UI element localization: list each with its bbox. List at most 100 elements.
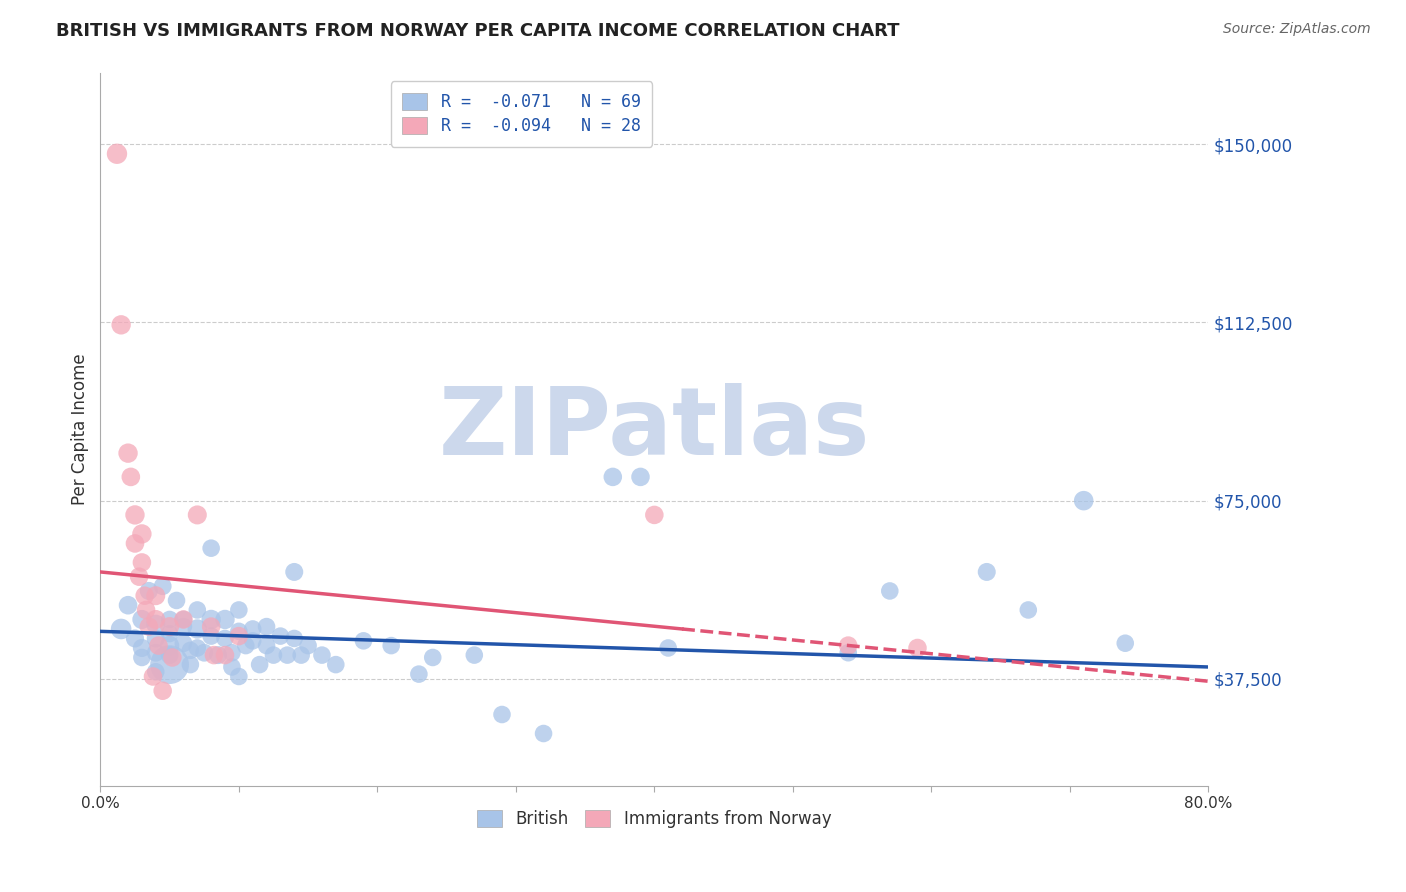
- Point: [353, 633, 375, 648]
- Point: [166, 593, 188, 607]
- Point: [256, 639, 278, 653]
- Point: [120, 470, 142, 484]
- Point: [186, 640, 208, 655]
- Point: [193, 646, 215, 660]
- Point: [408, 667, 430, 681]
- Point: [131, 612, 153, 626]
- Point: [228, 669, 250, 683]
- Point: [124, 536, 146, 550]
- Point: [533, 726, 555, 740]
- Point: [228, 603, 250, 617]
- Point: [630, 470, 652, 484]
- Point: [643, 508, 665, 522]
- Point: [879, 584, 901, 599]
- Point: [138, 619, 160, 633]
- Point: [148, 639, 170, 653]
- Point: [221, 646, 243, 660]
- Point: [131, 640, 153, 655]
- Point: [145, 632, 167, 646]
- Point: [283, 632, 305, 646]
- Point: [837, 646, 859, 660]
- Point: [117, 598, 139, 612]
- Y-axis label: Per Capita Income: Per Capita Income: [72, 353, 89, 505]
- Point: [249, 657, 271, 672]
- Point: [124, 508, 146, 522]
- Text: Source: ZipAtlas.com: Source: ZipAtlas.com: [1223, 22, 1371, 37]
- Point: [138, 584, 160, 599]
- Point: [602, 470, 624, 484]
- Point: [145, 617, 167, 632]
- Point: [491, 707, 513, 722]
- Point: [110, 622, 132, 636]
- Text: ZIPatlas: ZIPatlas: [439, 384, 870, 475]
- Point: [422, 650, 444, 665]
- Point: [159, 626, 181, 640]
- Point: [145, 612, 167, 626]
- Point: [214, 632, 236, 646]
- Point: [162, 650, 184, 665]
- Point: [214, 612, 236, 626]
- Point: [152, 579, 174, 593]
- Point: [131, 556, 153, 570]
- Point: [142, 669, 165, 683]
- Point: [235, 639, 257, 653]
- Point: [202, 648, 225, 662]
- Point: [200, 541, 222, 556]
- Point: [124, 632, 146, 646]
- Point: [159, 612, 181, 626]
- Text: BRITISH VS IMMIGRANTS FROM NORWAY PER CAPITA INCOME CORRELATION CHART: BRITISH VS IMMIGRANTS FROM NORWAY PER CA…: [56, 22, 900, 40]
- Point: [290, 648, 312, 662]
- Point: [186, 603, 208, 617]
- Point: [159, 619, 181, 633]
- Point: [283, 565, 305, 579]
- Point: [134, 589, 156, 603]
- Point: [131, 527, 153, 541]
- Point: [172, 612, 194, 626]
- Point: [179, 657, 201, 672]
- Point: [128, 570, 150, 584]
- Point: [837, 639, 859, 653]
- Point: [179, 643, 201, 657]
- Point: [186, 508, 208, 522]
- Point: [186, 622, 208, 636]
- Point: [110, 318, 132, 332]
- Point: [159, 639, 181, 653]
- Point: [145, 646, 167, 660]
- Point: [907, 640, 929, 655]
- Point: [221, 660, 243, 674]
- Point: [172, 612, 194, 626]
- Point: [256, 619, 278, 633]
- Point: [297, 639, 319, 653]
- Point: [117, 446, 139, 460]
- Point: [1073, 493, 1095, 508]
- Point: [976, 565, 998, 579]
- Point: [325, 657, 347, 672]
- Point: [152, 683, 174, 698]
- Point: [135, 603, 157, 617]
- Point: [242, 633, 264, 648]
- Point: [657, 640, 679, 655]
- Point: [200, 619, 222, 633]
- Point: [159, 657, 181, 672]
- Point: [145, 589, 167, 603]
- Point: [1114, 636, 1136, 650]
- Point: [172, 636, 194, 650]
- Point: [276, 648, 298, 662]
- Legend: British, Immigrants from Norway: British, Immigrants from Norway: [471, 803, 838, 835]
- Point: [207, 648, 229, 662]
- Point: [269, 629, 291, 643]
- Point: [228, 624, 250, 639]
- Point: [200, 629, 222, 643]
- Point: [200, 612, 222, 626]
- Point: [214, 648, 236, 662]
- Point: [131, 650, 153, 665]
- Point: [159, 648, 181, 662]
- Point: [242, 622, 264, 636]
- Point: [463, 648, 485, 662]
- Point: [263, 648, 285, 662]
- Point: [172, 619, 194, 633]
- Point: [380, 639, 402, 653]
- Point: [228, 629, 250, 643]
- Point: [105, 146, 128, 161]
- Point: [311, 648, 333, 662]
